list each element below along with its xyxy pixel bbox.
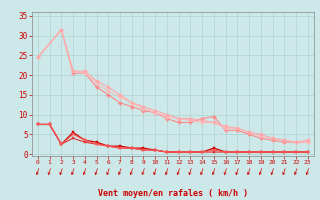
Text: Vent moyen/en rafales ( km/h ): Vent moyen/en rafales ( km/h ) (98, 189, 248, 198)
